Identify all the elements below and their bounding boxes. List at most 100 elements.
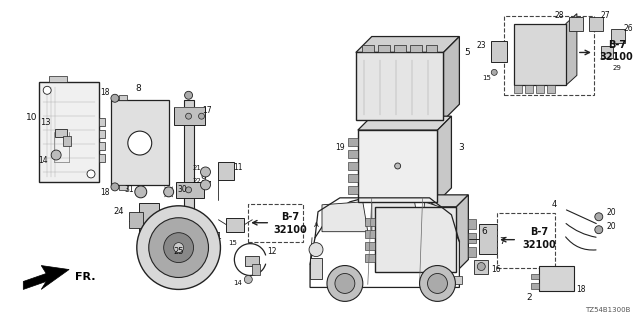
Circle shape: [111, 183, 119, 191]
Bar: [175, 182, 204, 198]
Text: A: A: [314, 222, 318, 228]
Bar: [129, 212, 143, 228]
Circle shape: [309, 243, 323, 257]
Text: 21: 21: [192, 165, 201, 171]
Text: 8: 8: [135, 84, 141, 93]
Text: 4: 4: [551, 200, 557, 209]
Circle shape: [148, 218, 209, 277]
Text: 6: 6: [481, 227, 487, 236]
Text: 18: 18: [576, 285, 586, 294]
Bar: [99, 154, 105, 162]
Polygon shape: [456, 195, 468, 271]
Text: 18: 18: [100, 188, 109, 197]
Bar: [55, 129, 67, 137]
Text: 18: 18: [100, 88, 109, 97]
Bar: [531, 274, 539, 279]
Polygon shape: [23, 266, 69, 289]
Text: 11: 11: [234, 164, 243, 172]
Circle shape: [595, 226, 603, 234]
Text: 25: 25: [173, 247, 184, 256]
Bar: [348, 162, 358, 170]
Bar: [365, 242, 375, 250]
Bar: [611, 28, 625, 43]
Bar: [569, 17, 583, 31]
Text: 29: 29: [612, 65, 621, 71]
Text: 17: 17: [203, 181, 212, 190]
Text: 23: 23: [477, 41, 486, 50]
Bar: [504, 16, 594, 95]
Polygon shape: [358, 116, 451, 130]
Circle shape: [244, 276, 252, 284]
Bar: [39, 82, 99, 182]
Text: 32100: 32100: [600, 52, 634, 62]
Bar: [589, 17, 603, 31]
Text: 20: 20: [607, 222, 616, 231]
Circle shape: [184, 91, 193, 99]
Bar: [514, 85, 522, 93]
Bar: [468, 247, 476, 257]
Text: 3: 3: [458, 142, 464, 152]
Polygon shape: [375, 195, 468, 207]
Bar: [525, 85, 533, 93]
Bar: [99, 142, 105, 150]
Circle shape: [200, 180, 211, 190]
Bar: [497, 213, 555, 268]
Circle shape: [128, 131, 152, 155]
Text: 17: 17: [203, 106, 212, 115]
Bar: [348, 186, 358, 194]
Circle shape: [492, 69, 497, 76]
Bar: [375, 207, 456, 271]
Text: 15: 15: [228, 240, 237, 246]
Bar: [539, 266, 574, 292]
Bar: [365, 253, 375, 261]
Text: 15: 15: [482, 75, 491, 81]
Bar: [514, 24, 566, 85]
Text: B-7: B-7: [530, 227, 548, 237]
Bar: [356, 52, 444, 120]
Text: 19: 19: [335, 142, 345, 152]
Bar: [410, 44, 422, 52]
Text: 20: 20: [607, 208, 616, 217]
Bar: [139, 203, 159, 238]
Bar: [474, 260, 488, 274]
Circle shape: [420, 266, 456, 301]
Bar: [492, 41, 507, 62]
Circle shape: [395, 163, 401, 169]
Circle shape: [477, 262, 485, 270]
Bar: [536, 85, 544, 93]
Circle shape: [186, 187, 191, 193]
Bar: [365, 218, 375, 226]
Bar: [218, 162, 234, 180]
Bar: [252, 264, 260, 276]
Polygon shape: [322, 202, 368, 232]
Text: 31: 31: [124, 185, 134, 194]
Bar: [378, 44, 390, 52]
Text: 26: 26: [624, 24, 634, 33]
Text: FR.: FR.: [75, 273, 95, 283]
Bar: [426, 44, 438, 52]
Circle shape: [198, 113, 205, 119]
Bar: [531, 284, 539, 289]
Circle shape: [44, 86, 51, 94]
Text: B-7: B-7: [607, 39, 626, 50]
Text: 14: 14: [233, 280, 242, 286]
Bar: [99, 130, 105, 138]
Bar: [245, 256, 259, 266]
Polygon shape: [422, 202, 447, 232]
Bar: [362, 44, 374, 52]
Text: 30: 30: [178, 185, 188, 194]
Bar: [173, 107, 205, 125]
Polygon shape: [356, 36, 460, 52]
Text: 7: 7: [499, 237, 505, 246]
Bar: [184, 100, 193, 277]
Bar: [49, 76, 67, 82]
Bar: [365, 230, 375, 238]
Circle shape: [135, 186, 147, 198]
Bar: [358, 130, 438, 202]
Circle shape: [327, 266, 363, 301]
Circle shape: [137, 206, 220, 289]
Circle shape: [51, 150, 61, 160]
Bar: [63, 136, 71, 146]
Bar: [119, 185, 127, 190]
Bar: [227, 218, 244, 232]
